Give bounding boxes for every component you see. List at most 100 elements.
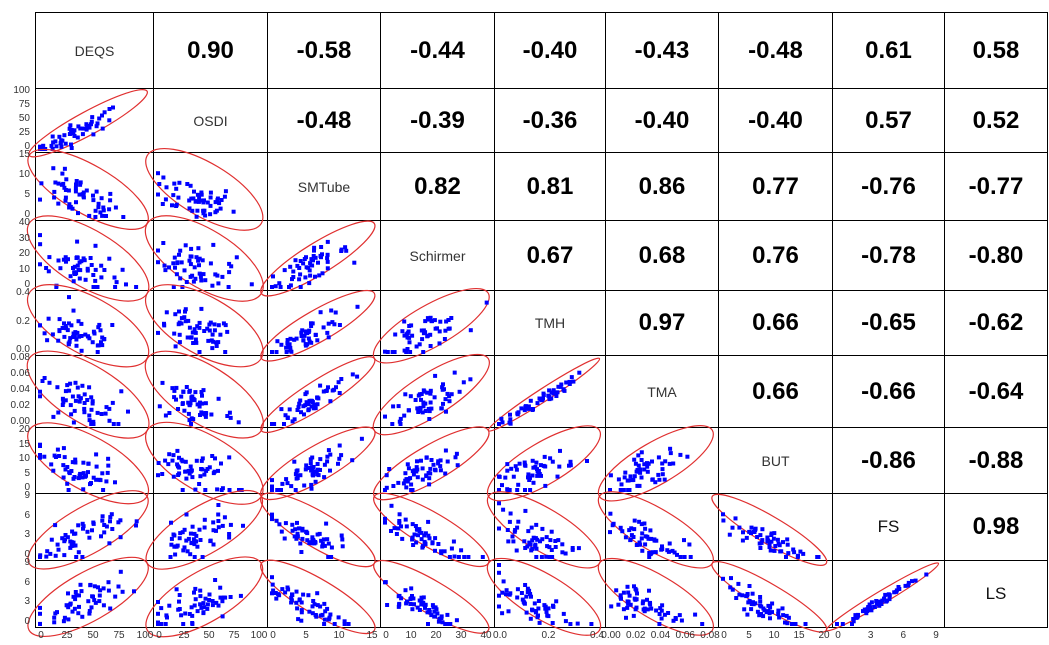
scatter-panel-ls-deqs <box>27 556 149 638</box>
scatter-point <box>219 461 223 466</box>
scatter-point <box>221 595 226 600</box>
scatter-point <box>67 295 71 300</box>
scatter-point <box>764 610 769 615</box>
scatter-point <box>426 622 430 626</box>
scatter-point <box>200 258 205 263</box>
scatter-point <box>227 261 232 266</box>
scatter-point <box>608 530 612 535</box>
scatter-point <box>295 468 300 473</box>
scatter-point <box>121 215 126 219</box>
scatter-point <box>90 401 95 406</box>
scatter-point <box>350 458 355 463</box>
scatter-point <box>840 622 845 626</box>
scatter-point <box>293 258 298 263</box>
correlation-value: -0.40 <box>634 106 690 134</box>
scatter-point <box>79 334 84 338</box>
scatter-point <box>536 606 541 611</box>
x-tick-label: 15 <box>366 630 378 641</box>
scatter-point <box>424 455 429 460</box>
scatter-point <box>423 541 428 546</box>
scatter-point <box>416 393 421 398</box>
scatter-point <box>632 457 637 462</box>
scatter-point <box>317 273 322 278</box>
scatter-point <box>76 319 81 324</box>
scatter-point <box>453 455 458 460</box>
x-tick-label: 100 <box>250 630 268 641</box>
scatter-point <box>183 469 188 474</box>
scatter-point <box>199 190 204 195</box>
scatter-point <box>497 526 501 531</box>
scatter-point <box>289 600 294 605</box>
scatter-point <box>589 622 594 626</box>
scatter-point <box>179 316 184 321</box>
scatter-point <box>567 463 571 468</box>
scatter-point <box>645 607 650 612</box>
scatter-point <box>53 611 58 616</box>
scatter-point <box>326 448 331 453</box>
scatter-point <box>685 454 690 459</box>
scatter-point <box>74 593 79 598</box>
diagonal-label-osdi: OSDI <box>153 88 268 153</box>
scatter-point <box>96 585 100 590</box>
scatter-point <box>213 456 217 461</box>
scatter-point <box>156 248 160 253</box>
scatter-point <box>340 537 345 542</box>
scatter-point <box>188 262 193 267</box>
scatter-point <box>734 596 739 600</box>
scatter-point <box>329 545 334 550</box>
scatter-point <box>220 614 225 619</box>
scatter-point <box>170 386 175 391</box>
scatter-point <box>308 457 313 462</box>
scatter-panel-fs-tma <box>597 491 714 569</box>
scatter-point <box>385 603 390 607</box>
scatter-point <box>236 420 241 425</box>
scatter-point <box>51 140 56 145</box>
scatter-point <box>318 604 323 609</box>
x-tick-label: 10 <box>768 630 780 641</box>
scatter-point <box>503 475 508 480</box>
x-tick-label: 0 <box>383 630 389 641</box>
density-ellipse <box>373 492 490 568</box>
scatter-point <box>187 206 192 211</box>
scatter-point <box>526 529 531 534</box>
scatter-point <box>515 411 520 416</box>
scatter-point <box>671 618 676 623</box>
scatter-point <box>423 605 427 610</box>
scatter-point <box>508 591 513 596</box>
scatter-point <box>509 466 514 471</box>
scatter-point <box>312 602 317 607</box>
scatter-point <box>73 597 78 602</box>
correlation-value: 0.52 <box>972 106 1020 134</box>
scatter-point <box>328 399 333 404</box>
scatter-point <box>108 515 113 520</box>
scatter-point <box>554 394 559 398</box>
scatter-point <box>506 609 511 614</box>
scatter-point <box>326 321 331 326</box>
scatter-point <box>626 590 631 595</box>
scatter-point <box>177 471 182 476</box>
scatter-point <box>272 422 277 426</box>
scatter-point <box>670 548 675 553</box>
scatter-point <box>210 603 215 608</box>
scatter-point <box>47 255 52 260</box>
scatter-point <box>438 468 443 473</box>
scatter-point <box>528 398 533 403</box>
scatter-point <box>785 542 790 547</box>
scatter-panel-ls-smtube <box>260 559 376 635</box>
scatter-point <box>220 599 225 604</box>
density-ellipse <box>597 491 714 569</box>
scatter-point <box>781 613 786 618</box>
scatter-point <box>94 124 99 129</box>
scatter-point <box>433 373 438 378</box>
scatter-point <box>86 470 90 475</box>
scatter-point <box>770 601 775 606</box>
scatter-point <box>189 541 194 546</box>
scatter-point <box>81 190 86 195</box>
scatter-point <box>177 465 182 470</box>
scatter-point <box>157 404 162 409</box>
scatter-point <box>452 554 457 559</box>
scatter-point <box>299 410 303 415</box>
scatter-point <box>403 517 408 522</box>
density-ellipse <box>597 425 714 502</box>
scatter-point <box>108 198 113 203</box>
